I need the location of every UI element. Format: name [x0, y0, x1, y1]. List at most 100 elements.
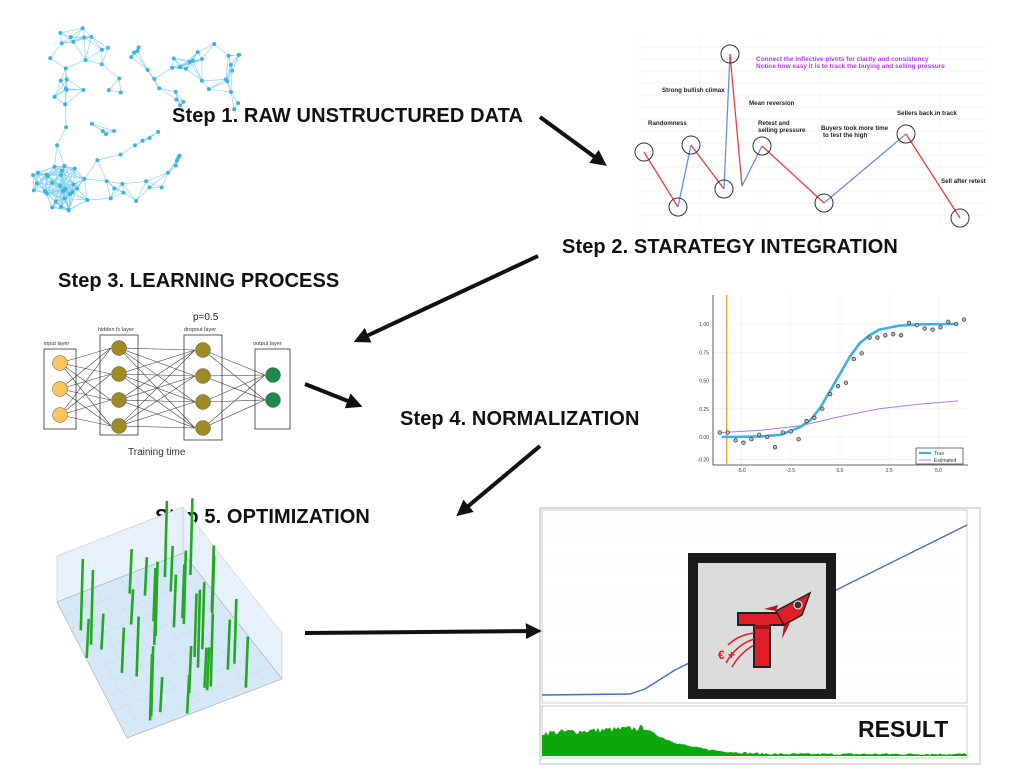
pivot-circle: [720, 44, 740, 64]
legend-estimated: Estimated: [934, 458, 956, 464]
network-edge: [97, 154, 121, 161]
data-point: [812, 415, 817, 420]
network-edge: [91, 123, 104, 132]
network-edge: [47, 175, 64, 192]
rocket-t-logo-icon: € +: [718, 591, 812, 668]
data-point: [733, 438, 738, 443]
network-node: [177, 153, 182, 158]
step-4-label: Step 4. NORMALIZATION: [400, 408, 640, 430]
network-node: [135, 48, 140, 53]
neural-network-diagram: p=0.5 input layer hidden fc layer dropou…: [43, 312, 291, 458]
network-node: [31, 188, 36, 193]
network-edge: [36, 175, 48, 184]
network-edge: [74, 168, 78, 189]
bar: [79, 558, 85, 631]
connection: [59, 399, 112, 416]
network-edge: [33, 182, 53, 191]
bar: [209, 613, 215, 687]
network-edge: [87, 198, 111, 201]
network-edge: [85, 59, 102, 65]
network-node: [225, 79, 230, 84]
price-segment: [643, 151, 679, 208]
network-node: [99, 47, 104, 52]
network-node: [58, 78, 63, 83]
neuron: [52, 407, 68, 423]
network-node: [62, 163, 67, 168]
data-point: [772, 445, 778, 450]
layer-label-input: input layer: [44, 341, 70, 347]
x-tick-label: -5.0: [737, 468, 746, 474]
network-node: [82, 35, 87, 40]
network-node: [89, 121, 94, 126]
network-node: [181, 99, 186, 104]
network-node: [121, 190, 126, 195]
connection: [59, 373, 112, 416]
network-edge: [32, 174, 53, 184]
network-edge: [47, 170, 63, 177]
network-node: [226, 53, 231, 58]
network-node: [170, 65, 175, 70]
layer-label-output: output layer: [253, 341, 282, 347]
network-node: [75, 186, 80, 191]
network-node: [156, 129, 161, 134]
network-edge: [60, 191, 64, 207]
network-node: [147, 135, 152, 140]
network-node: [132, 143, 137, 148]
layer-box-1: [99, 334, 139, 436]
network-node: [64, 125, 69, 130]
data-point: [891, 332, 896, 337]
grid-line: [170, 557, 267, 686]
bar: [193, 593, 198, 658]
neuron: [195, 368, 211, 384]
network-node: [68, 191, 73, 196]
network-edge: [122, 183, 137, 202]
bar: [187, 645, 193, 694]
data-point: [946, 319, 951, 324]
network-edge: [54, 96, 66, 105]
network-edge: [110, 192, 124, 199]
chart-legend: True Estimated: [915, 447, 964, 465]
network-node: [166, 170, 171, 175]
grid-line: [157, 562, 252, 691]
network-edge: [55, 191, 64, 202]
network-node: [60, 189, 65, 194]
network-node: [171, 56, 176, 61]
data-point: [780, 430, 786, 435]
network-edge: [225, 55, 229, 80]
network-node: [159, 185, 164, 190]
network-node: [59, 168, 64, 173]
network-edge: [230, 70, 233, 92]
network-edge: [101, 47, 109, 65]
network-node: [212, 41, 217, 46]
network-node: [183, 66, 188, 71]
network-edge: [106, 181, 112, 199]
connection: [118, 349, 196, 375]
data-point: [938, 325, 943, 330]
network-node: [34, 181, 39, 186]
network-edge: [56, 145, 65, 167]
network-node: [45, 174, 50, 179]
bar: [148, 653, 154, 721]
network-node: [64, 77, 69, 82]
bar: [154, 561, 159, 637]
network-node: [52, 164, 57, 169]
network-edge: [227, 64, 232, 82]
network-edge: [83, 37, 86, 61]
arrow-step4-to-step5: [456, 444, 542, 517]
network-edge: [108, 78, 120, 91]
network-node: [71, 182, 76, 187]
grid-line: [98, 628, 243, 684]
strategy-header-line-1: Connect the inflective pivots for clarit…: [756, 56, 929, 63]
network-node: [147, 185, 152, 190]
annotation-randomness: Randomness: [648, 120, 687, 127]
data-point: [796, 437, 801, 442]
network-edge: [137, 50, 148, 71]
network-edge: [201, 43, 215, 60]
network-node: [129, 55, 134, 60]
bar: [182, 550, 188, 625]
data-point: [954, 321, 959, 327]
network-edge: [54, 166, 61, 187]
network-node: [144, 179, 149, 184]
